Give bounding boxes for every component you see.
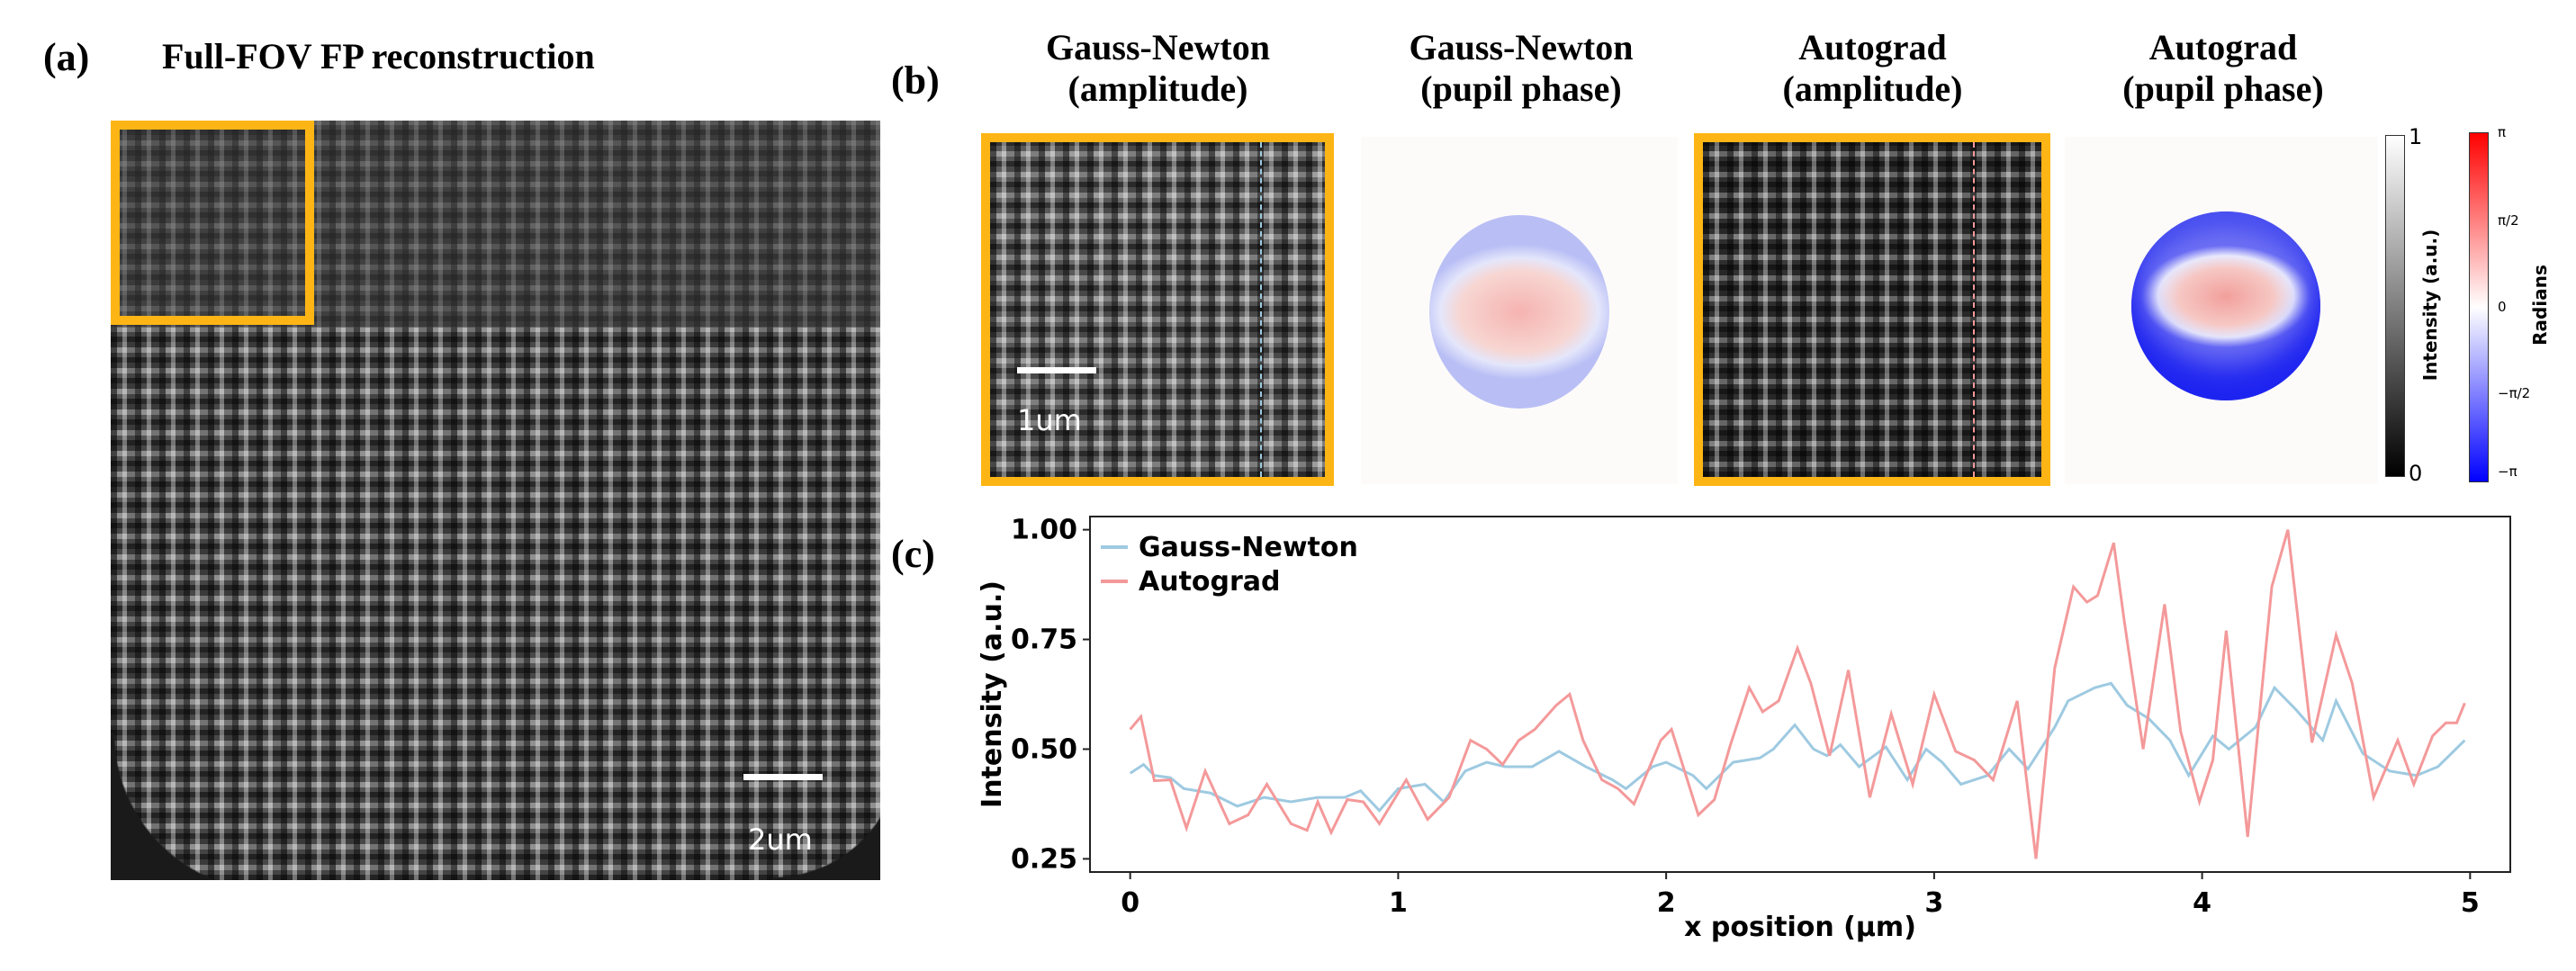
y-tick-label: 0.50: [1011, 733, 1077, 765]
cbar-tick: π: [2498, 124, 2507, 140]
panel-b-label: (b): [891, 58, 940, 103]
title-ag-amplitude: Autograd (amplitude): [1698, 27, 2048, 110]
cbar-tick: −π: [2498, 463, 2517, 480]
title-gn-pupil: Gauss-Newton (pupil phase): [1350, 27, 1692, 110]
series-line-autograd: [1129, 529, 2466, 859]
cbar-tick: 0: [2409, 461, 2423, 486]
scalebar-label: 2um: [748, 823, 813, 857]
x-tick-label: 5: [2461, 887, 2480, 919]
panel-c-label: (c): [891, 532, 935, 576]
profile-line: [1260, 142, 1262, 477]
title-gn-amplitude: Gauss-Newton (amplitude): [985, 27, 1331, 110]
x-tick-label: 2: [1657, 887, 1676, 919]
x-tick-label: 0: [1121, 887, 1139, 919]
ag-pupil-panel: [2065, 137, 2378, 484]
scalebar: [743, 774, 823, 780]
cbar-tick: 0: [2498, 299, 2507, 315]
y-tick-label: 0.75: [1011, 625, 1077, 656]
corner-vignette: [772, 751, 880, 880]
title-line: (amplitude): [1782, 68, 1963, 109]
ag-pupil-phase: [2131, 211, 2320, 400]
y-tick-label: 0.25: [1011, 843, 1077, 875]
plot-frame: [1089, 516, 2511, 873]
gn-pupil-panel: [1361, 137, 1678, 484]
gn-amplitude-image: 1um: [981, 133, 1334, 486]
full-fov-image: 2um: [111, 121, 880, 880]
legend-label: Gauss-Newton: [1139, 532, 1358, 563]
panel-a-title: Full-FOV FP reconstruction: [162, 36, 595, 76]
cbar-tick: π/2: [2498, 212, 2519, 229]
scalebar-label: 1um: [1017, 403, 1082, 437]
ag-amplitude-image: [1694, 133, 2050, 486]
title-line: (pupil phase): [2122, 68, 2324, 109]
gn-pupil-phase: [1429, 215, 1609, 409]
legend-label: Autograd: [1139, 566, 1281, 598]
series-line-gauss-newton: [1129, 681, 2466, 813]
x-tick-label: 1: [1389, 887, 1408, 919]
title-line: (amplitude): [1067, 68, 1248, 109]
x-axis-label: x position (µm): [1684, 912, 1916, 943]
profile-line: [1973, 142, 1975, 477]
x-tick-label: 3: [1924, 887, 1943, 919]
phase-colorbar: [2469, 132, 2489, 482]
title-line: Gauss-Newton: [1046, 27, 1270, 67]
corner-vignette: [111, 733, 273, 880]
title-line: Autograd: [1798, 27, 1947, 67]
x-tick-label: 4: [2193, 887, 2211, 919]
scalebar: [1017, 367, 1096, 373]
cbar-tick: 1: [2409, 124, 2423, 149]
y-tick-label: 1.00: [1011, 515, 1077, 546]
title-ag-pupil: Autograd (pupil phase): [2052, 27, 2394, 110]
panel-a-label: (a): [43, 35, 90, 79]
title-line: Gauss-Newton: [1409, 27, 1634, 67]
dark-top-region: [111, 121, 880, 328]
title-line: Autograd: [2148, 27, 2298, 67]
cbar-tick: −π/2: [2498, 385, 2531, 401]
roi-highlight-box: [111, 121, 314, 325]
y-axis-label: Intensity (a.u.): [977, 580, 1008, 808]
title-line: (pupil phase): [1420, 68, 1622, 109]
intensity-colorbar: [2385, 135, 2405, 477]
